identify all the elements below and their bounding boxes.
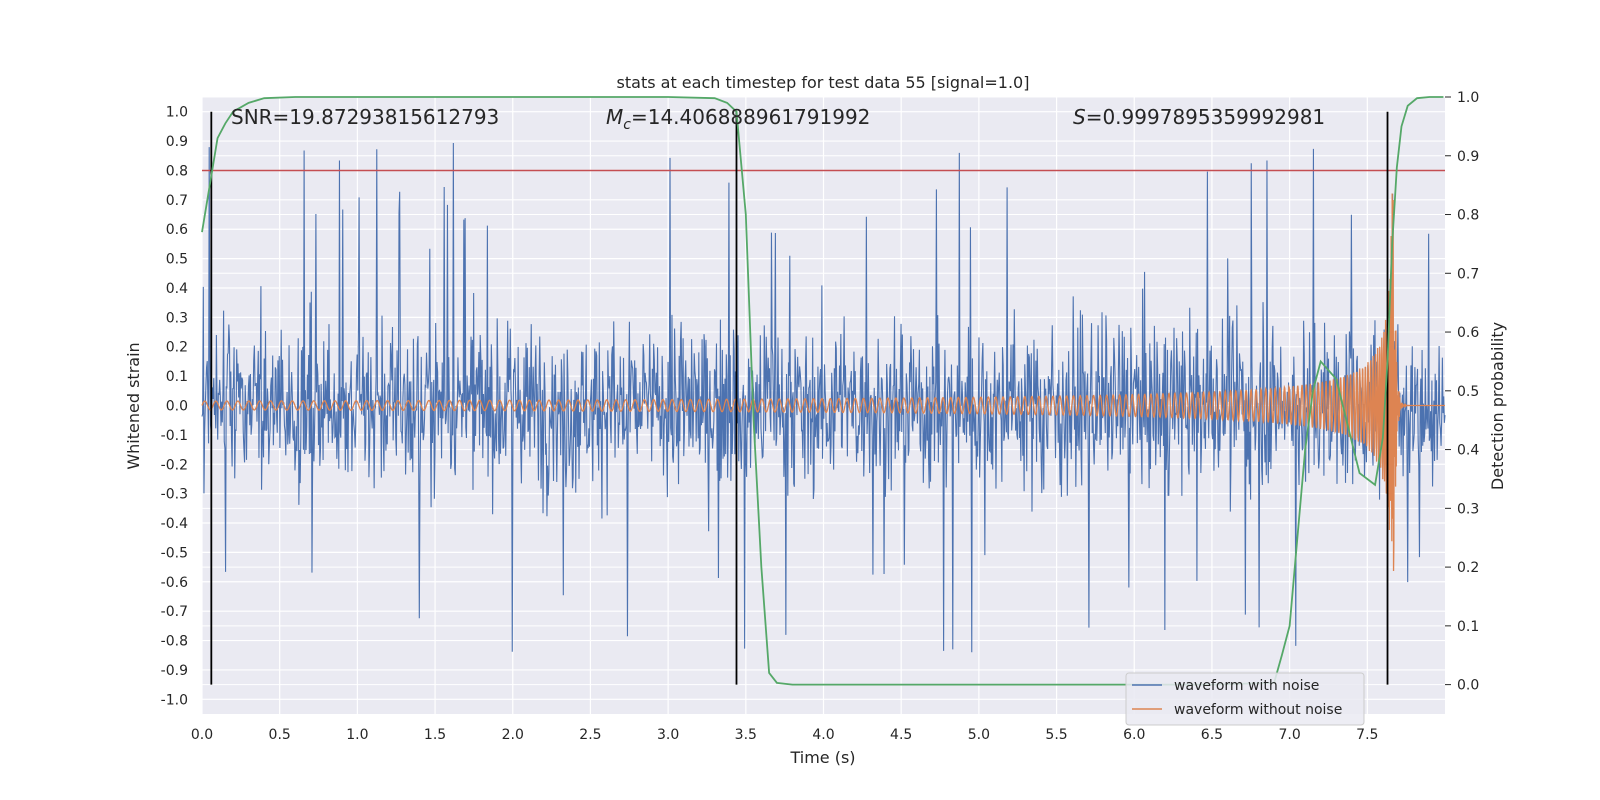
score-annotation: S=0.9997895359992981 bbox=[1073, 105, 1325, 129]
y-right-tick-label: 0.4 bbox=[1457, 443, 1479, 459]
y-left-tick-label: 0.3 bbox=[166, 310, 188, 326]
x-tick-label: 1.0 bbox=[346, 727, 368, 743]
snr-annotation: SNR=19.87293815612793 bbox=[231, 105, 499, 129]
y-right-tick-label: 0.2 bbox=[1457, 560, 1479, 576]
score-value: =0.9997895359992981 bbox=[1086, 105, 1325, 129]
y-left-tick-label: 1.0 bbox=[166, 105, 188, 121]
y-left-tick-label: -0.9 bbox=[161, 663, 188, 679]
y-left-tick-label: -1.0 bbox=[161, 692, 188, 708]
x-tick-label: 2.0 bbox=[502, 727, 524, 743]
axis-layer: 0.0 0.5 1.0 1.5 2.0 2.5 3.0 3.5 4.0 4.5 5.0 5.5 6.0 6… bbox=[161, 90, 1480, 743]
x-tick-label: 3.0 bbox=[657, 727, 679, 743]
series-waveform-with-noise bbox=[201, 143, 1446, 653]
y-left-tick-label: -0.6 bbox=[161, 575, 188, 591]
x-tick-label: 7.0 bbox=[1278, 727, 1300, 743]
x-tick-label: 0.5 bbox=[269, 727, 291, 743]
y-right-tick-label: 0.5 bbox=[1457, 384, 1479, 400]
y-left-tick-label: 0.2 bbox=[166, 340, 188, 356]
y-left-tick-label: 0.5 bbox=[166, 252, 188, 268]
y-left-tick-label: 0.1 bbox=[166, 369, 188, 385]
x-axis-label: Time (s) bbox=[789, 748, 855, 767]
y-right-tick-label: 1.0 bbox=[1457, 90, 1479, 106]
overlay-layer bbox=[201, 96, 1445, 686]
legend-box bbox=[1125, 672, 1365, 726]
legend-label-clean: waveform without noise bbox=[1174, 702, 1342, 718]
y-right-tick-label: 0.3 bbox=[1457, 501, 1479, 517]
x-tick-label: 1.5 bbox=[424, 727, 446, 743]
y-left-tick-label: -0.5 bbox=[161, 545, 188, 561]
y-left-tick-label: 0.9 bbox=[166, 134, 188, 150]
y-left-tick-label: 0.6 bbox=[166, 222, 188, 238]
legend-label-noise: waveform with noise bbox=[1174, 678, 1319, 694]
y-left-tick-label: -0.7 bbox=[161, 604, 188, 620]
y-left-tick-label: -0.1 bbox=[161, 428, 188, 444]
chirp-mass-value: =14.406888961791992 bbox=[631, 105, 870, 129]
score-symbol: S bbox=[1073, 105, 1086, 129]
y-left-tick-label: 0.7 bbox=[166, 193, 188, 209]
y-right-tick-label: 0.9 bbox=[1457, 149, 1479, 165]
y-right-tick-label: 0.7 bbox=[1457, 266, 1479, 282]
y-right-tick-label: 0.6 bbox=[1457, 325, 1479, 341]
y-left-tick-label: 0.4 bbox=[166, 281, 188, 297]
x-tick-label: 4.5 bbox=[890, 727, 912, 743]
chirp-trace bbox=[201, 193, 1445, 571]
y-right-tick-label: 0.8 bbox=[1457, 208, 1479, 224]
x-tick-label: 5.0 bbox=[968, 727, 990, 743]
x-tick-label: 7.5 bbox=[1356, 727, 1378, 743]
noise-trace bbox=[201, 143, 1446, 653]
x-tick-label: 2.5 bbox=[579, 727, 601, 743]
y-left-tick-label: 0.0 bbox=[166, 399, 188, 415]
x-tick-label: 4.0 bbox=[812, 727, 834, 743]
x-tick-label: 3.5 bbox=[735, 727, 757, 743]
y-left-tick-label: -0.4 bbox=[161, 516, 188, 532]
legend: waveform with noise waveform without noi… bbox=[1125, 672, 1365, 726]
y-axis-label-right: Detection probability bbox=[1488, 322, 1507, 490]
x-tick-label: 6.0 bbox=[1123, 727, 1145, 743]
x-tick-label: 5.5 bbox=[1045, 727, 1067, 743]
y-left-tick-label: -0.3 bbox=[161, 487, 188, 503]
chirp-mass-annotation: Mc=14.406888961791992 bbox=[606, 105, 870, 133]
x-tick-label: 0.0 bbox=[191, 727, 213, 743]
x-tick-label: 6.5 bbox=[1201, 727, 1223, 743]
chirp-mass-symbol: M bbox=[606, 105, 623, 129]
y-left-tick-label: 0.8 bbox=[166, 163, 188, 179]
detection-probability-curve bbox=[201, 96, 1444, 686]
y-axis-label-left: Whitened strain bbox=[124, 342, 143, 469]
y-left-tick-label: -0.2 bbox=[161, 457, 188, 473]
chirp-mass-subscript: c bbox=[623, 117, 631, 133]
y-right-tick-label: 0.0 bbox=[1457, 678, 1479, 694]
y-right-tick-label: 0.1 bbox=[1457, 619, 1479, 635]
chart-title: stats at each timestep for test data 55 … bbox=[617, 73, 1030, 92]
series-waveform-without-noise bbox=[201, 193, 1445, 571]
y-left-tick-label: -0.8 bbox=[161, 634, 188, 650]
